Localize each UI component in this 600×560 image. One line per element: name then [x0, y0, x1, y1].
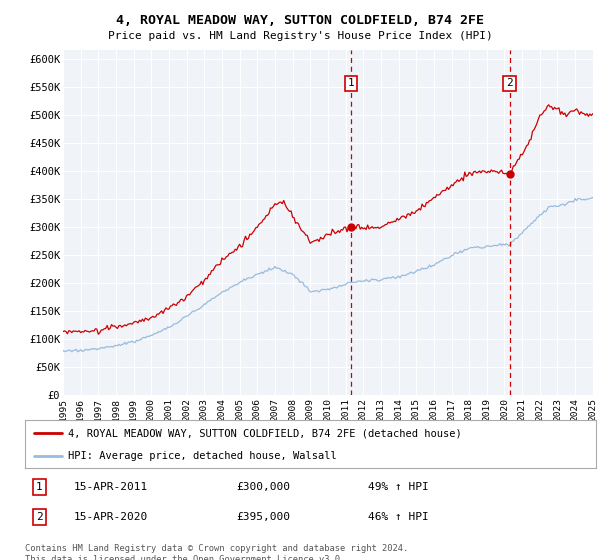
Text: 2: 2: [506, 78, 513, 88]
Text: 4, ROYAL MEADOW WAY, SUTTON COLDFIELD, B74 2FE: 4, ROYAL MEADOW WAY, SUTTON COLDFIELD, B…: [116, 14, 484, 27]
Text: HPI: Average price, detached house, Walsall: HPI: Average price, detached house, Wals…: [68, 451, 337, 461]
Text: £395,000: £395,000: [236, 512, 290, 522]
Text: 15-APR-2020: 15-APR-2020: [74, 512, 148, 522]
Text: Price paid vs. HM Land Registry's House Price Index (HPI): Price paid vs. HM Land Registry's House …: [107, 31, 493, 41]
Text: 4, ROYAL MEADOW WAY, SUTTON COLDFIELD, B74 2FE (detached house): 4, ROYAL MEADOW WAY, SUTTON COLDFIELD, B…: [68, 428, 462, 438]
Text: 2: 2: [36, 512, 43, 522]
Text: Contains HM Land Registry data © Crown copyright and database right 2024.
This d: Contains HM Land Registry data © Crown c…: [25, 544, 409, 560]
Text: £300,000: £300,000: [236, 482, 290, 492]
Text: 1: 1: [347, 78, 354, 88]
Text: 49% ↑ HPI: 49% ↑ HPI: [368, 482, 428, 492]
Text: 46% ↑ HPI: 46% ↑ HPI: [368, 512, 428, 522]
Text: 1: 1: [36, 482, 43, 492]
Text: 15-APR-2011: 15-APR-2011: [74, 482, 148, 492]
